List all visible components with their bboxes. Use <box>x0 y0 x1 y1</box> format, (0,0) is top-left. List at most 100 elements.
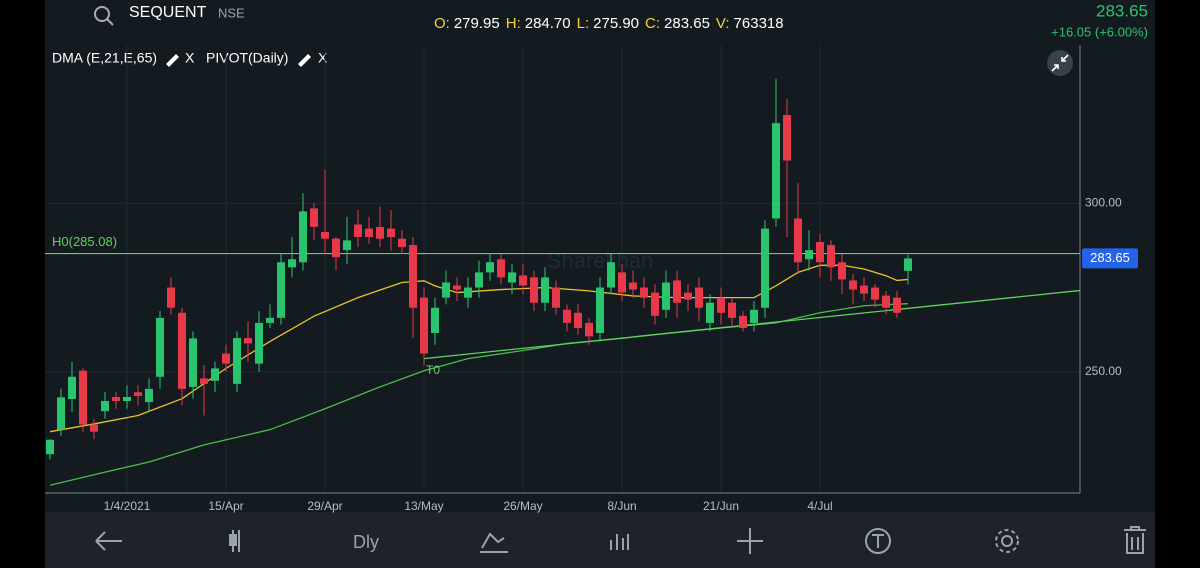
pivot-label: H0(285.08) <box>52 234 117 249</box>
candle-body <box>662 282 670 310</box>
toolbar <box>45 512 1155 568</box>
candle-body <box>387 228 395 237</box>
candle-body <box>123 397 131 402</box>
candle-body <box>629 282 637 290</box>
delete-button[interactable] <box>1124 526 1146 554</box>
candle-body <box>486 262 494 273</box>
ohlc-label: C: <box>645 15 660 32</box>
interval-button[interactable]: Dly <box>353 532 379 552</box>
candle-body <box>618 272 626 293</box>
candle-body <box>233 338 241 384</box>
y-tick-label: 250.00 <box>1085 364 1122 378</box>
candle-body <box>816 242 824 263</box>
symbol[interactable]: SEQUENT <box>129 4 207 21</box>
candle-body <box>519 275 527 286</box>
remove-indicator[interactable]: X <box>318 50 328 66</box>
candle-body <box>761 228 769 308</box>
candle-body <box>717 297 725 313</box>
indicator-label[interactable]: DMA (E,21,E,65) <box>52 50 157 66</box>
candle-body <box>167 287 175 308</box>
candle-body <box>783 115 791 161</box>
candle-body <box>79 370 87 425</box>
candle-body <box>211 368 219 381</box>
ohlc-value: 279.95 <box>454 15 500 32</box>
candle-body <box>442 282 450 298</box>
candle-body <box>277 262 285 318</box>
candle-body <box>849 280 857 290</box>
candle-body <box>266 317 274 323</box>
candle-body <box>398 238 406 248</box>
ohlc-value: 763318 <box>734 15 784 32</box>
candle-body <box>695 287 703 308</box>
collapse-button[interactable] <box>1047 50 1073 76</box>
candle-body <box>838 262 846 280</box>
candle-body <box>46 439 54 455</box>
candle-body <box>739 315 747 328</box>
edit-icon[interactable] <box>298 54 311 67</box>
candle-body <box>101 401 109 412</box>
candle-body <box>673 280 681 303</box>
candle-body <box>134 392 142 396</box>
indicators-button[interactable] <box>610 534 629 550</box>
search-icon[interactable] <box>94 6 114 26</box>
candle-body <box>376 226 384 239</box>
candle-body <box>222 353 230 364</box>
candle-body <box>497 259 505 278</box>
candle-body <box>409 245 417 308</box>
candle-body <box>706 302 714 323</box>
trendline <box>423 289 1080 360</box>
candle-body <box>541 277 549 303</box>
chart: Sharekhan 1/4/2021 15/Apr 29/Apr 13/May 26/Ma… <box>45 45 1138 513</box>
candle-body <box>596 287 604 333</box>
ohlc-value: 283.65 <box>664 15 710 32</box>
candle-body <box>728 302 736 318</box>
candle-body <box>365 228 373 237</box>
x-tick-label: 15/Apr <box>208 499 243 513</box>
candle-body <box>189 338 197 387</box>
candle-body <box>112 397 120 402</box>
candle-body <box>145 388 153 403</box>
candle-body <box>530 277 538 303</box>
candle-body <box>464 287 472 298</box>
candle-body <box>794 218 802 263</box>
ohlc-value: 275.90 <box>593 15 639 32</box>
candle-body <box>585 322 593 337</box>
candle-body <box>805 250 813 260</box>
candle-body <box>453 285 461 290</box>
ohlc-value: 284.70 <box>525 15 571 32</box>
candle-body <box>90 424 98 432</box>
candle-body <box>475 272 483 288</box>
candle-body <box>750 309 758 323</box>
ohlc-label: L: <box>577 15 590 32</box>
draw-button[interactable] <box>480 532 508 553</box>
candle-body <box>57 397 65 430</box>
edit-icon[interactable] <box>166 54 179 67</box>
candle-body <box>882 295 890 308</box>
candle-body <box>684 292 692 300</box>
candle-body <box>332 238 340 258</box>
candle-body <box>651 292 659 316</box>
back-button[interactable] <box>95 531 122 551</box>
indicator-label[interactable]: PIVOT(Daily) <box>206 50 288 66</box>
candle-body <box>563 309 571 323</box>
candle-body <box>178 312 186 389</box>
candle-body <box>255 322 263 364</box>
candle-body <box>288 259 296 268</box>
candle-body <box>871 287 879 300</box>
watermark: Sharekhan <box>547 248 653 273</box>
x-tick-label: 13/May <box>404 499 443 513</box>
x-tick-label: 29/Apr <box>307 499 342 513</box>
ohlc-label: O: <box>434 15 450 32</box>
crosshair-button[interactable] <box>737 528 763 554</box>
y-tick-label: 300.00 <box>1085 195 1122 209</box>
text-button[interactable] <box>865 528 891 554</box>
candle-body <box>343 240 351 251</box>
ohlc-label: H: <box>506 15 521 32</box>
price-tag-label: 283.65 <box>1090 250 1130 265</box>
candle-body <box>244 338 252 344</box>
x-tick-label: 21/Jun <box>703 499 739 513</box>
settings-button[interactable] <box>1001 535 1013 547</box>
remove-indicator[interactable]: X <box>185 50 195 66</box>
